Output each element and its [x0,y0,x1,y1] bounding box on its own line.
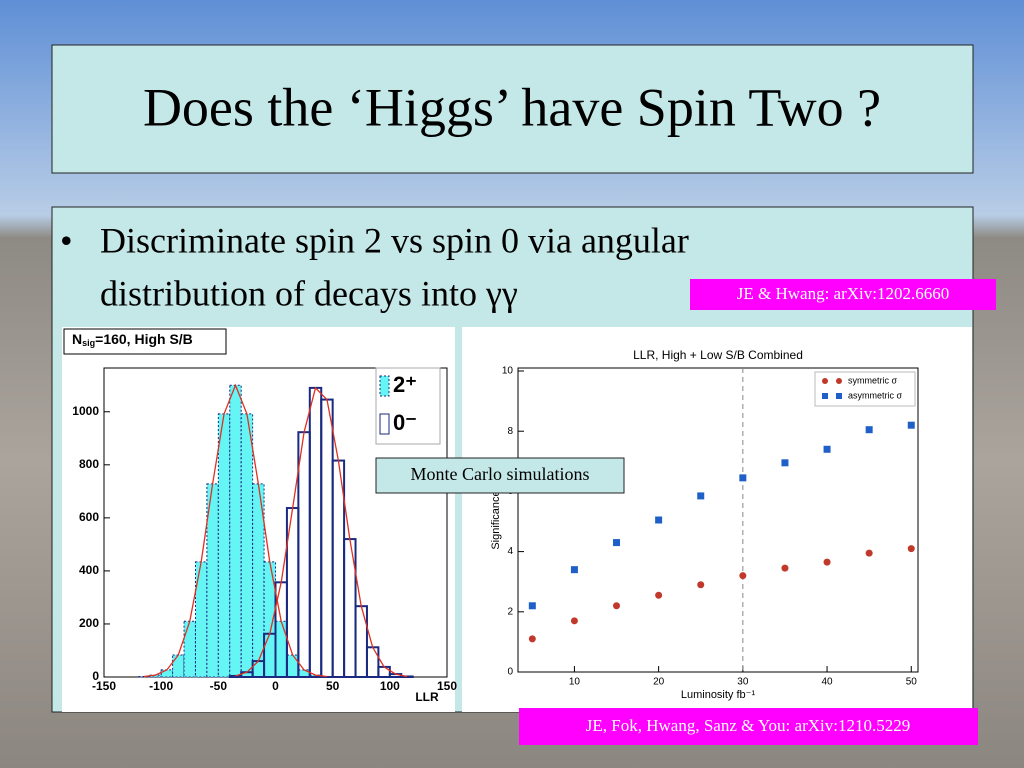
x-axis-label: LLR [415,690,439,704]
histogram-bar [275,620,288,678]
bullet-line: distribution of decays into γγ [100,273,518,313]
histogram-bar [297,669,311,678]
fit-curve [235,386,408,678]
x-tick-label: 50 [326,679,340,693]
histogram-bar [183,620,196,678]
x-tick-label: 40 [821,677,833,688]
reference: JE, Fok, Hwang, Sanz & You: arXiv:1210.5… [586,716,910,735]
point [865,549,873,557]
x-tick-label: 30 [737,677,749,688]
point [655,591,663,599]
chart-title-part: =160, High S/B [95,331,193,347]
y-tick-label: 8 [507,426,513,437]
point [781,564,789,572]
legend-label: asymmetric σ [848,390,903,400]
legend-swatch [379,375,390,397]
y-tick-label: 1000 [72,404,99,418]
reference-box [690,279,996,310]
legend-label: symmetric σ [848,375,897,385]
histogram-bar [229,384,242,678]
point [823,445,831,453]
x-tick-label: 10 [569,677,581,688]
point [570,566,578,574]
point [528,635,536,643]
point [528,602,536,610]
y-tick-label: 0 [507,667,513,678]
y-tick-label: 800 [79,457,99,471]
bullet-line: Discriminate spin 2 vs spin 0 via angula… [100,220,689,260]
y-tick-label: 600 [79,510,99,524]
point [907,545,915,553]
x-tick-label: 20 [653,677,665,688]
plot-frame [517,367,919,673]
reference-box [519,708,978,745]
x-tick-label: -150 [92,679,116,693]
legend-box [814,371,916,407]
histogram-bar [172,654,185,678]
title-box [51,44,974,174]
x-tick-label: 0 [272,679,279,693]
reference: JE & Hwang: arXiv:1202.6660 [737,284,949,303]
legend-label: 2⁺ [393,372,417,397]
legend-label: 0⁻ [393,410,417,435]
x-tick-label: 50 [906,677,918,688]
y-tick-label: 0 [92,669,99,683]
point [613,602,621,610]
chart-title-part: N [72,331,82,347]
chart-title-part: sig [82,338,95,348]
point [697,492,705,500]
chart-title: LLR, High + Low S/B Combined [633,348,803,362]
charts: -150 -100 -50 0 50 100 15002004006008001000Nsi… [63,328,919,704]
slide-title: Does the ‘Higgs’ have Spin Two ? [143,77,881,137]
point [570,617,578,625]
point [781,459,789,467]
y-tick-label: 10 [502,366,514,377]
point [865,426,873,434]
histogram-bar [263,561,277,678]
histogram-bar [194,561,208,678]
y-tick-label: 400 [79,563,99,577]
histogram-bar [286,654,299,678]
y-tick-label: 4 [507,546,513,557]
legend-swatch [379,413,390,435]
y-axis-label: Significance [490,490,502,549]
y-tick-label: 200 [79,616,99,630]
legend-marker [822,393,828,399]
point [823,558,831,566]
y-tick-label: 2 [507,606,513,617]
histogram-bar [400,675,414,679]
point [613,539,621,547]
histogram-bar [228,674,243,678]
legend-marker [836,393,842,399]
callout-box [375,457,625,494]
x-tick-label: -100 [149,679,173,693]
point [907,421,915,429]
chart-title-box [63,328,227,355]
point [697,581,705,589]
callout: Monte Carlo simulations [411,464,590,484]
legend-marker [822,378,828,384]
chart-title: Nsig=160, High S/B [72,331,193,349]
histogram-bar [240,413,254,678]
histogram-bar [217,413,231,678]
x-axis-label: Luminosity fb⁻¹ [681,689,756,701]
point [739,572,747,580]
x-tick-label: 100 [380,679,400,693]
point [655,516,663,524]
point [739,474,747,482]
histogram-bar [160,669,174,678]
x-tick-label: -50 [210,679,228,693]
bullet-mark: • [60,220,73,260]
fit-curve [143,383,328,678]
legend-marker [836,378,842,384]
x-tick-label: 150 [437,679,457,693]
